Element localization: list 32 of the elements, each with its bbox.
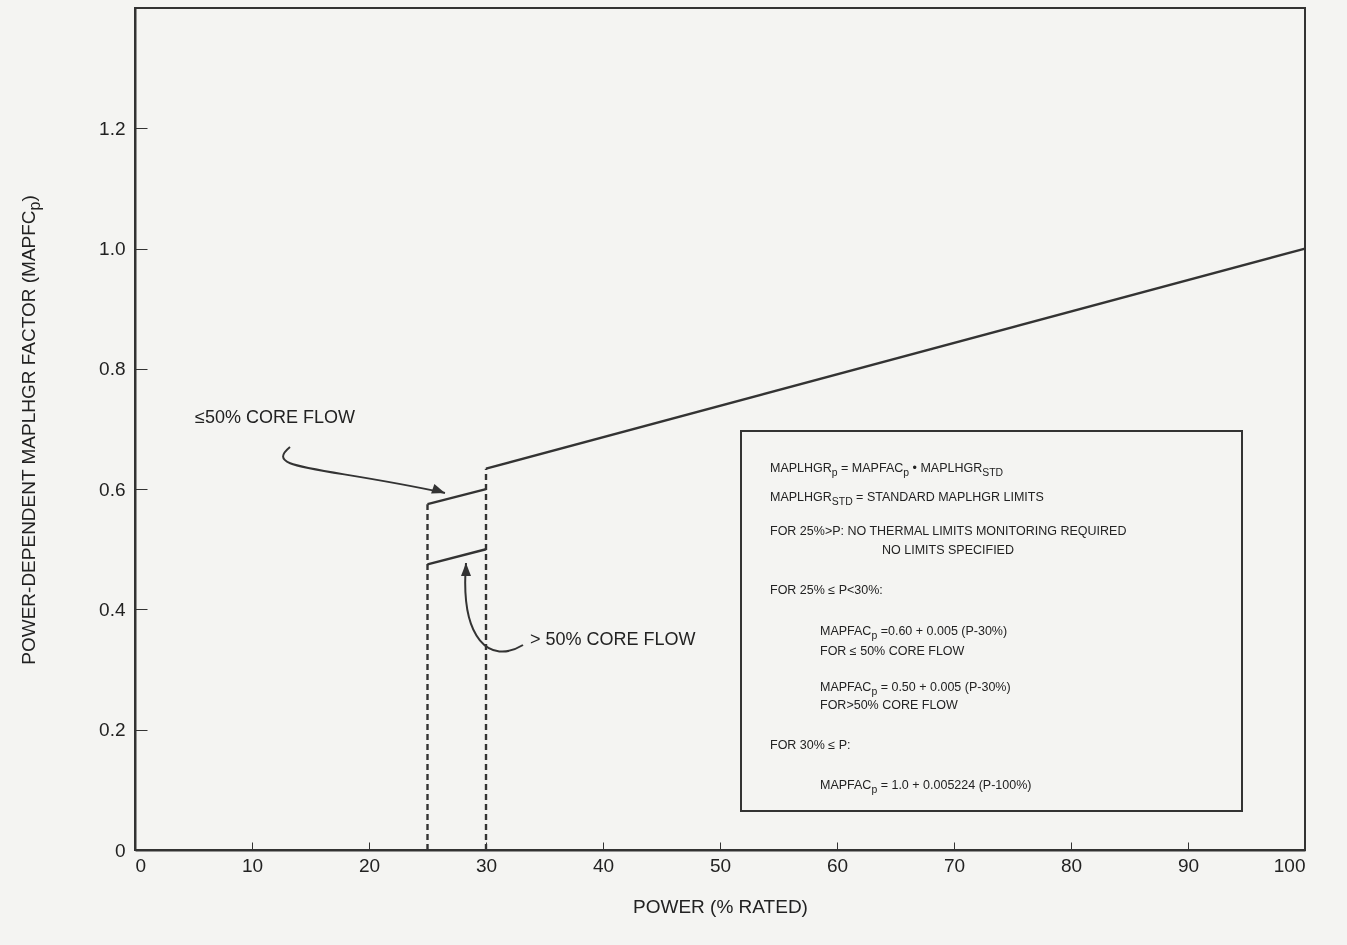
annotation: MAPFAC$_{p}$ = 0.50 + 0.005 (P-30%) [820,680,1011,697]
annotation: MAPLHGR$_{STD}$ = STANDARD MAPLHGR LIMITS [770,490,1044,507]
annotation: FOR>50% CORE FLOW [820,698,958,712]
annotation: FOR 25% ≤ P<30%: [770,583,883,597]
annotation: > 50% CORE FLOW [530,629,696,649]
x-axis-title: POWER (% RATED) [633,895,808,917]
annotation: FOR 25%>P: NO THERMAL LIMITS MONITORING REQUIRED [770,524,1127,538]
annotation: MAPFAC$_{p}$ =0.60 + 0.005 (P-30%) [820,624,1008,641]
annotation: FOR 30% ≤ P: [770,738,851,752]
y-tick-label: 1.2 [99,117,126,139]
y-tick-label: 0.6 [99,478,126,500]
x-tick-label: 30 [475,854,498,876]
y-tick-label: 0 [114,839,126,861]
annotation: NO LIMITS SPECIFIED [882,543,1014,557]
x-tick-label: 80 [1060,854,1083,876]
y-tick-label: 1.0 [99,238,126,260]
x-tick-label: 40 [592,854,615,876]
annotation: ≤50% CORE FLOW [195,407,355,427]
x-tick-label: 90 [1177,854,1200,876]
annotation: MAPLHGR$_{p}$ = MAPFAC$_{p}$ • MAPLHGR$_{STD}$ [770,461,1004,478]
y-tick-label: 0.8 [99,358,126,380]
x-tick-label: 70 [943,854,966,876]
x-tick-label: 10 [241,854,264,876]
x-tick-label: 0 [135,854,147,876]
y-tick-label: 0.4 [99,598,126,620]
x-tick-label: 20 [358,854,381,876]
y-tick-label: 0.2 [99,719,126,741]
x-tick-label: 60 [826,854,849,876]
x-tick-label: 50 [709,854,732,876]
annotation: MAPFAC$_{p}$ = 1.0 + 0.005224 (P-100%) [820,778,1032,795]
x-tick-label: 100 [1273,854,1306,876]
annotation: FOR ≤ 50% CORE FLOW [820,644,965,658]
